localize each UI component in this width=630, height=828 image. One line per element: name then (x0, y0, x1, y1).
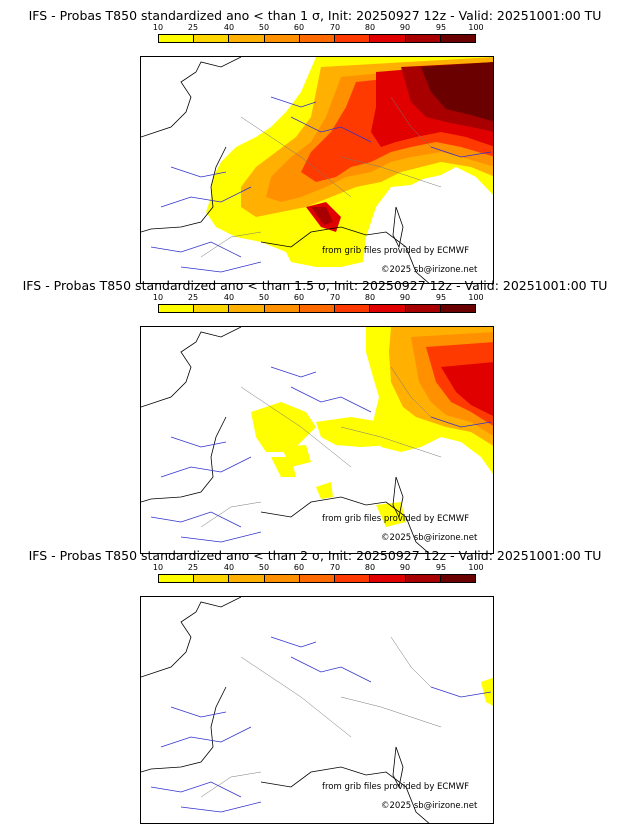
copyright-credit: ©2025 sb@irizone.net (381, 801, 478, 811)
colorbar-label: 95 (435, 293, 447, 302)
colorbar-swatch (159, 575, 195, 582)
colorbar-label: 50 (258, 563, 270, 572)
colorbar-swatch (335, 575, 371, 582)
panel-title: IFS - Probas T850 standardized ano < tha… (28, 8, 602, 23)
colorbar-label: 50 (258, 293, 270, 302)
colorbar-label: 10 (152, 563, 164, 572)
colorbar (158, 304, 476, 313)
colorbar-swatch (229, 305, 265, 312)
map-panel-1: IFS - Probas T850 standardized ano < tha… (0, 8, 630, 284)
colorbar-swatch (264, 35, 300, 42)
colorbar-label: 80 (364, 563, 376, 572)
copyright-credit: ©2025 sb@irizone.net (381, 533, 478, 543)
colorbar-swatch (370, 305, 406, 312)
colorbar-swatch (159, 305, 195, 312)
panel-title: IFS - Probas T850 standardized ano < tha… (22, 278, 608, 293)
colorbar-swatch (370, 575, 406, 582)
colorbar-label: 60 (293, 563, 305, 572)
data-source-credit: from grib files provided by ECMWF (322, 782, 469, 792)
colorbar-label: 70 (329, 23, 341, 32)
panel-title: IFS - Probas T850 standardized ano < tha… (28, 548, 602, 563)
colorbar-swatch (159, 35, 195, 42)
colorbar (158, 34, 476, 43)
colorbar-swatch (335, 35, 371, 42)
colorbar-swatch (194, 35, 230, 42)
map-graphic (141, 327, 493, 553)
colorbar-swatch (299, 575, 336, 582)
map-graphic (141, 57, 493, 283)
copyright-credit: ©2025 sb@irizone.net (381, 265, 478, 275)
colorbar-labels: 10 25 40 50 60 70 80 90 95 100 (153, 293, 484, 303)
colorbar-label: 80 (364, 293, 376, 302)
colorbar-swatch (299, 305, 336, 312)
colorbar-swatch (405, 575, 441, 582)
data-source-credit: from grib files provided by ECMWF (322, 246, 469, 256)
colorbar (158, 574, 476, 583)
colorbar-label: 10 (152, 293, 164, 302)
colorbar-label: 90 (399, 23, 411, 32)
colorbar-label: 40 (223, 563, 235, 572)
map-panel-3: IFS - Probas T850 standardized ano < tha… (0, 548, 630, 824)
colorbar-label: 50 (258, 23, 270, 32)
map-panel-2: IFS - Probas T850 standardized ano < tha… (0, 278, 630, 554)
colorbar-swatch (194, 575, 230, 582)
colorbar-label: 25 (187, 293, 199, 302)
colorbar-label: 90 (399, 563, 411, 572)
colorbar-label: 90 (399, 293, 411, 302)
colorbar-swatch (405, 35, 441, 42)
colorbar-label: 25 (187, 23, 199, 32)
colorbar-swatch (229, 575, 265, 582)
colorbar-label: 70 (329, 563, 341, 572)
colorbar-swatch (405, 305, 441, 312)
colorbar-label: 80 (364, 23, 376, 32)
colorbar-label: 95 (435, 563, 447, 572)
colorbar-swatch (194, 305, 230, 312)
colorbar-swatch (264, 575, 300, 582)
probability-map-1 (140, 56, 494, 284)
colorbar-labels: 10 25 40 50 60 70 80 90 95 100 (153, 23, 484, 33)
colorbar-swatch (440, 575, 475, 582)
map-graphic (141, 597, 493, 823)
colorbar-swatch (299, 35, 336, 42)
colorbar-label: 95 (435, 23, 447, 32)
probability-map-3 (140, 596, 494, 824)
colorbar-swatch (440, 35, 475, 42)
colorbar-label: 60 (293, 293, 305, 302)
colorbar-label: 100 (468, 293, 484, 302)
colorbar-label: 100 (468, 23, 484, 32)
colorbar-label: 40 (223, 23, 235, 32)
data-source-credit: from grib files provided by ECMWF (322, 514, 469, 524)
colorbar-swatch (264, 305, 300, 312)
colorbar-label: 100 (468, 563, 484, 572)
colorbar-labels: 10 25 40 50 60 70 80 90 95 100 (153, 563, 484, 573)
colorbar-label: 70 (329, 293, 341, 302)
colorbar-swatch (440, 305, 475, 312)
probability-map-2 (140, 326, 494, 554)
colorbar-swatch (229, 35, 265, 42)
colorbar-label: 60 (293, 23, 305, 32)
colorbar-label: 10 (152, 23, 164, 32)
colorbar-label: 40 (223, 293, 235, 302)
colorbar-label: 25 (187, 563, 199, 572)
colorbar-swatch (335, 305, 371, 312)
colorbar-swatch (370, 35, 406, 42)
